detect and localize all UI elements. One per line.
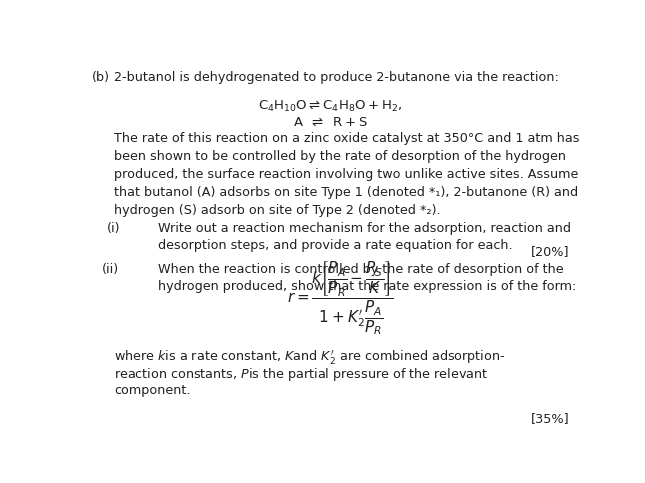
Text: hydrogen produced, show that the rate expression is of the form:: hydrogen produced, show that the rate ex…	[158, 280, 577, 293]
Text: $r = \dfrac{k\left[\dfrac{P_A}{P_R} - \dfrac{P_S}{K}\right]}{1 + K_2^{\prime}\df: $r = \dfrac{k\left[\dfrac{P_A}{P_R} - \d…	[288, 259, 393, 337]
Text: [35%]: [35%]	[531, 412, 570, 425]
Text: been shown to be controlled by the rate of desorption of the hydrogen: been shown to be controlled by the rate …	[114, 150, 566, 163]
Text: reaction constants, $P$is the partial pressure of the relevant: reaction constants, $P$is the partial pr…	[114, 366, 488, 383]
Text: 2-butanol is dehydrogenated to produce 2-butanone via the reaction:: 2-butanol is dehydrogenated to produce 2…	[114, 71, 559, 84]
Text: component.: component.	[114, 384, 191, 397]
Text: The rate of this reaction on a zinc oxide catalyst at 350°C and 1 atm has: The rate of this reaction on a zinc oxid…	[114, 132, 580, 145]
Text: $\mathrm{A \;\; \rightleftharpoons \;\; R + S}$: $\mathrm{A \;\; \rightleftharpoons \;\; …	[293, 115, 368, 128]
Text: When the reaction is controlled by the rate of desorption of the: When the reaction is controlled by the r…	[158, 262, 564, 275]
Text: hydrogen (S) adsorb on site of Type 2 (denoted *₂).: hydrogen (S) adsorb on site of Type 2 (d…	[114, 204, 441, 217]
Text: where $k$is a rate constant, $K$and $K_2^{\prime}$ are combined adsorption-: where $k$is a rate constant, $K$and $K_2…	[114, 348, 506, 366]
Text: Write out a reaction mechanism for the adsorption, reaction and: Write out a reaction mechanism for the a…	[158, 222, 571, 235]
Text: (i): (i)	[106, 222, 120, 235]
Text: desorption steps, and provide a rate equation for each.: desorption steps, and provide a rate equ…	[158, 240, 513, 253]
Text: produced, the surface reaction involving two unlike active sites. Assume: produced, the surface reaction involving…	[114, 168, 579, 181]
Text: that butanol (A) adsorbs on site Type 1 (denoted *₁), 2-butanone (R) and: that butanol (A) adsorbs on site Type 1 …	[114, 186, 578, 199]
Text: $\mathrm{C_4H_{10}O \rightleftharpoons C_4H_8O + H_2,}$: $\mathrm{C_4H_{10}O \rightleftharpoons C…	[259, 99, 402, 114]
Text: [20%]: [20%]	[531, 245, 570, 258]
Text: (ii): (ii)	[102, 262, 119, 275]
Text: (b): (b)	[92, 71, 110, 84]
